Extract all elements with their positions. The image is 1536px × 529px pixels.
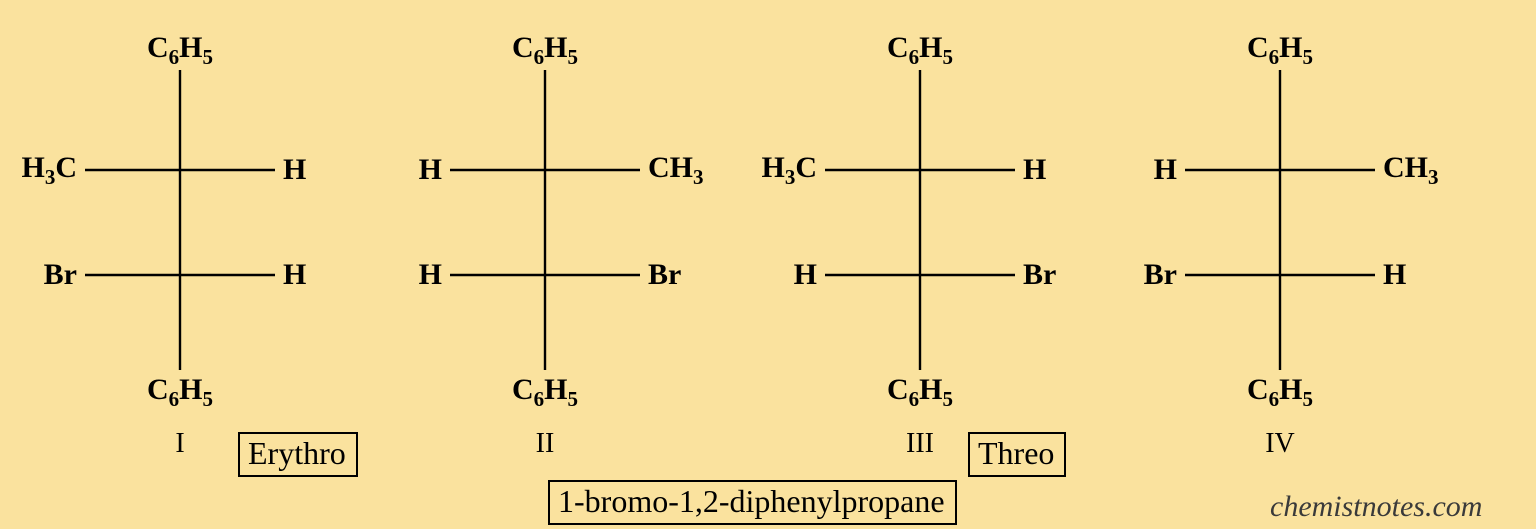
group-top: C6H5	[1247, 31, 1313, 70]
numeral: IV	[1265, 428, 1295, 460]
group-top: C6H5	[887, 31, 953, 70]
group-lower-left: Br	[44, 258, 77, 292]
group-top: C6H5	[147, 31, 213, 70]
main-compound-label: 1-bromo-1,2-diphenylpropane	[548, 480, 957, 525]
group-bottom: C6H5	[512, 373, 578, 412]
group-lower-right: Br	[1023, 258, 1056, 292]
group-upper-right: CH3	[1383, 151, 1439, 190]
group-upper-right: H	[283, 153, 306, 187]
group-upper-left: H	[1154, 153, 1177, 187]
group-bottom: C6H5	[147, 373, 213, 412]
group-top: C6H5	[512, 31, 578, 70]
numeral: III	[906, 428, 934, 460]
group-upper-right: H	[1023, 153, 1046, 187]
group-lower-left: H	[419, 258, 442, 292]
label-threo: Threo	[968, 432, 1066, 477]
group-lower-right: H	[1383, 258, 1406, 292]
group-upper-left: H	[419, 153, 442, 187]
group-upper-right: CH3	[648, 151, 704, 190]
diagram-canvas: C6H5 C6H5 H3C H Br H I C6H5 C6H5 H CH3 H Br II C6H5 C6H…	[0, 0, 1536, 529]
group-lower-right: H	[283, 258, 306, 292]
label-erythro: Erythro	[238, 432, 358, 477]
group-upper-left: H3C	[761, 151, 817, 190]
group-lower-left: Br	[1144, 258, 1177, 292]
group-lower-left: H	[794, 258, 817, 292]
group-upper-left: H3C	[21, 151, 77, 190]
group-bottom: C6H5	[887, 373, 953, 412]
group-bottom: C6H5	[1247, 373, 1313, 412]
watermark: chemistnotes.com	[1270, 490, 1482, 524]
numeral: I	[175, 428, 184, 460]
numeral: II	[536, 428, 555, 460]
group-lower-right: Br	[648, 258, 681, 292]
